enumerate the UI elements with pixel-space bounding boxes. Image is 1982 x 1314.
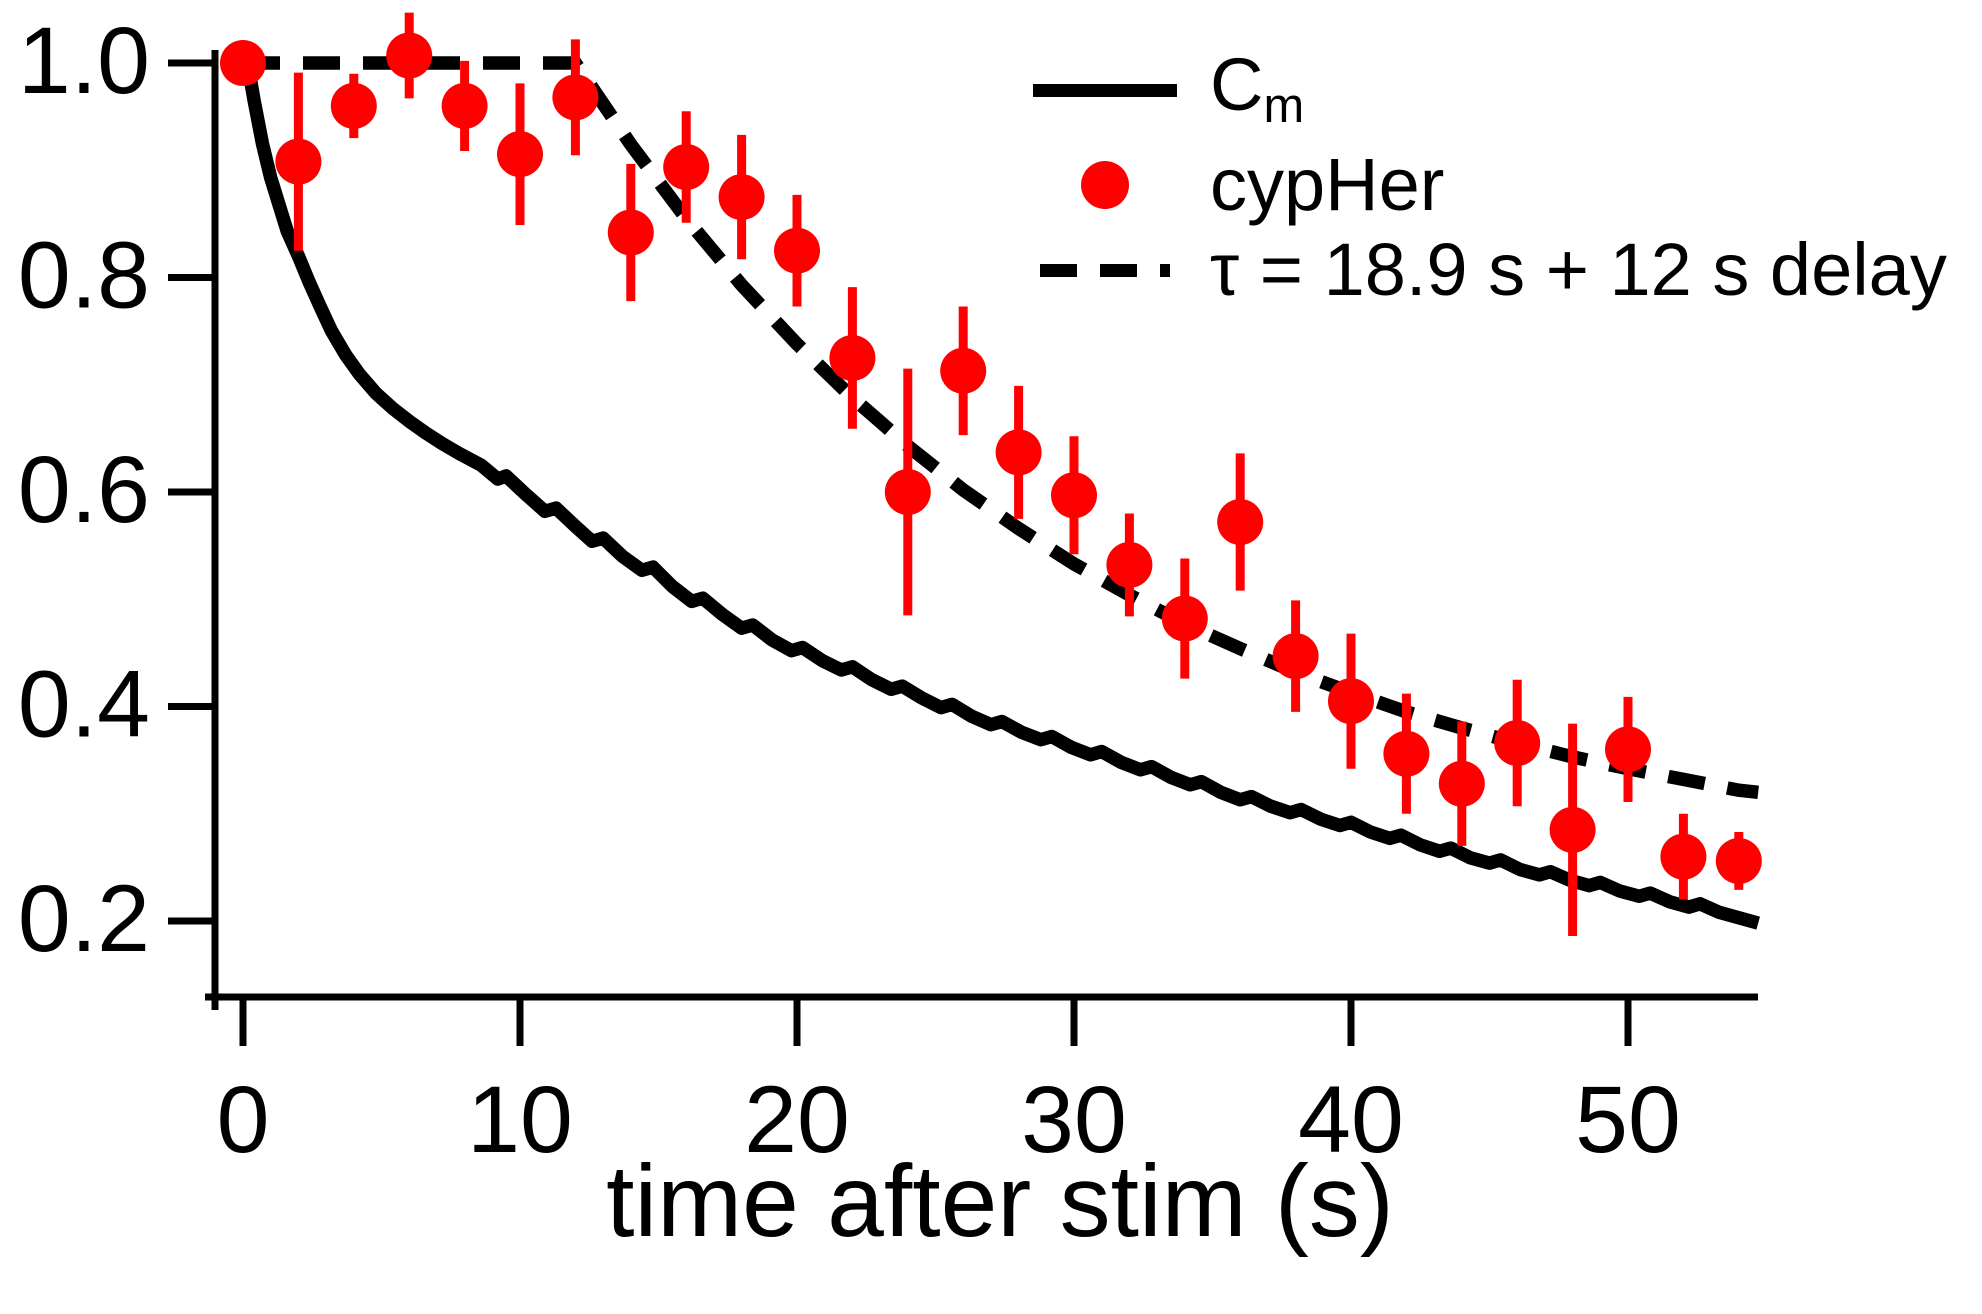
y-tick-label: 0.4	[18, 652, 150, 758]
legend-item-cm: Cm	[1033, 48, 1304, 131]
x-tick-label: 10	[467, 1067, 573, 1173]
x-tick-label: 30	[1021, 1067, 1127, 1173]
data-point	[441, 82, 488, 129]
fit-dash-sample	[1040, 263, 1170, 277]
x-axis-title: time after stim (s)	[606, 1144, 1394, 1258]
cypher-dot-sample-wrap	[1033, 161, 1177, 209]
cm-line-sample	[1033, 83, 1177, 97]
cm-line-sample-wrap	[1033, 83, 1177, 97]
y-tick-label: 0.6	[18, 437, 150, 543]
fit-dashed-curve	[243, 56, 1759, 800]
legend-label-cm-main: C	[1210, 43, 1264, 127]
data-point	[1272, 633, 1319, 680]
x-tick-label: 20	[744, 1067, 850, 1173]
cypher-dot-sample	[1081, 161, 1129, 209]
data-point	[497, 131, 543, 178]
data-point	[829, 334, 876, 381]
data-point	[1660, 833, 1707, 880]
legend-label-cypher: cypHer	[1210, 143, 1445, 226]
data-point	[774, 227, 820, 274]
data-point	[1549, 806, 1596, 853]
y-tick-label: 1.0	[18, 8, 150, 114]
cm-curve	[238, 58, 1760, 930]
data-point	[940, 347, 987, 394]
x-tick-label: 0	[217, 1067, 270, 1173]
data-point	[1161, 595, 1208, 642]
data-point	[552, 74, 599, 121]
data-point	[995, 429, 1042, 476]
fit-dash-sample-wrap	[1033, 263, 1177, 277]
data-point	[1494, 719, 1541, 766]
legend-item-cypher: cypHer	[1033, 145, 1444, 225]
y-tick-label: 0.2	[18, 866, 150, 972]
data-point	[330, 82, 377, 129]
legend-item-fit: τ = 18.9 s + 12 s delay	[1033, 230, 1947, 310]
data-point	[607, 209, 654, 256]
data-point	[1051, 472, 1097, 519]
data-point	[275, 138, 322, 185]
data-point	[386, 32, 433, 79]
data-point	[1106, 541, 1153, 588]
legend-label-cm-sub: m	[1263, 79, 1305, 134]
data-point	[1383, 730, 1430, 777]
legend-label-cm: Cm	[1210, 48, 1304, 131]
data-point	[220, 40, 266, 86]
legend-label-fit: τ = 18.9 s + 12 s delay	[1210, 228, 1947, 311]
data-point	[1438, 760, 1485, 807]
data-point	[1605, 726, 1651, 773]
data-point	[1715, 837, 1762, 884]
data-point	[1217, 499, 1264, 546]
data-point	[718, 174, 765, 221]
x-tick-label: 50	[1575, 1067, 1681, 1173]
data-point	[1328, 678, 1374, 725]
x-tick-label: 40	[1298, 1067, 1404, 1173]
data-point	[884, 469, 931, 515]
data-point	[663, 144, 710, 191]
y-tick-label: 0.8	[18, 223, 150, 329]
